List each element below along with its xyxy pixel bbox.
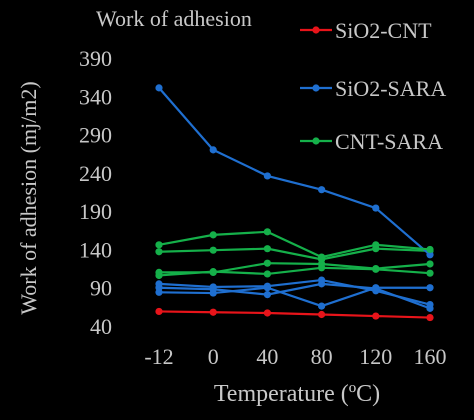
series-sio2-cnt-point — [263, 309, 271, 317]
x-tick-label: 160 — [414, 344, 447, 369]
legend-label: SiO2-SARA — [335, 76, 446, 101]
series-point — [426, 269, 434, 277]
series-point — [426, 284, 434, 292]
series-sio2-sara-point — [209, 146, 217, 154]
series-point — [426, 304, 434, 312]
series-point — [263, 284, 271, 292]
series-point — [318, 302, 326, 310]
legend-label: SiO2-CNT — [335, 18, 432, 43]
series-sio2-cnt-point — [318, 310, 326, 319]
series-sio2-cnt-point — [155, 307, 163, 316]
series-point — [209, 289, 217, 297]
series-sio2-sara-point — [318, 186, 326, 194]
series-line — [158, 266, 431, 277]
series-point — [318, 264, 326, 272]
series-point — [263, 245, 271, 253]
series-cnt-sara-line — [158, 230, 431, 259]
series-sio2-cnt-line — [158, 310, 431, 319]
series-point — [263, 270, 271, 278]
series-cnt-sara-point — [263, 228, 271, 236]
legend-marker — [312, 84, 320, 92]
x-axis-label: Temperature (ºC) — [214, 381, 380, 407]
series-sio2-sara-point — [263, 172, 271, 180]
x-tick-label: 40 — [256, 344, 278, 369]
series-cnt-sara-point — [209, 231, 217, 239]
series-cnt-sara-point — [318, 253, 326, 261]
y-tick-label: 390 — [79, 46, 112, 71]
x-tick-label: 0 — [208, 344, 219, 369]
y-tick-label: 40 — [90, 314, 112, 339]
series-point — [426, 260, 434, 268]
series-cnt-sara-point — [155, 241, 163, 249]
chart-title: Work of adhesion — [96, 6, 252, 31]
y-axis-label: Work of adhesion (mj/m2) — [16, 81, 41, 314]
series-cnt-sara-point — [372, 241, 380, 249]
series-sio2-sara-point — [372, 204, 380, 212]
x-tick-label: 80 — [311, 344, 333, 369]
series-point — [372, 284, 380, 292]
series-line — [158, 286, 430, 308]
series-point — [209, 246, 217, 254]
series-point — [155, 271, 163, 280]
series-layer — [155, 84, 434, 322]
series-sio2-cnt-point — [209, 308, 217, 316]
series-point — [318, 280, 326, 288]
y-axis-ticks: 40 90 140 190 240 290 340 390 — [79, 46, 112, 339]
series-cnt-sara-point — [426, 245, 434, 254]
legend-marker — [312, 137, 320, 145]
x-tick-label: 120 — [359, 344, 392, 369]
series-point — [263, 259, 271, 267]
series-point — [155, 248, 163, 256]
series-point — [209, 268, 217, 276]
series-point — [372, 265, 380, 273]
legend-marker — [312, 26, 320, 34]
y-tick-label: 290 — [79, 123, 112, 148]
series-point — [155, 288, 163, 296]
series-sio2-sara-point — [426, 251, 434, 259]
series-sio2-cnt-point — [426, 313, 434, 322]
y-tick-label: 140 — [79, 237, 112, 262]
y-tick-label: 90 — [90, 276, 112, 301]
series-sio2-sara-line — [158, 87, 431, 256]
y-tick-label: 340 — [79, 84, 112, 109]
series-sio2-sara-point — [155, 84, 163, 92]
series-line — [158, 278, 431, 306]
y-tick-label: 190 — [79, 199, 112, 224]
legend-label: CNT-SARA — [335, 129, 443, 154]
x-axis-ticks: -12 0 40 80 120 160 — [144, 344, 446, 369]
legend: SiO2-CNT SiO2-SARA CNT-SARA — [300, 18, 446, 154]
series-line — [158, 247, 431, 261]
series-line — [158, 282, 431, 310]
series-point — [263, 291, 271, 299]
x-tick-label: -12 — [144, 344, 173, 369]
series-sio2-cnt-point — [372, 312, 380, 320]
y-tick-label: 240 — [79, 161, 112, 186]
